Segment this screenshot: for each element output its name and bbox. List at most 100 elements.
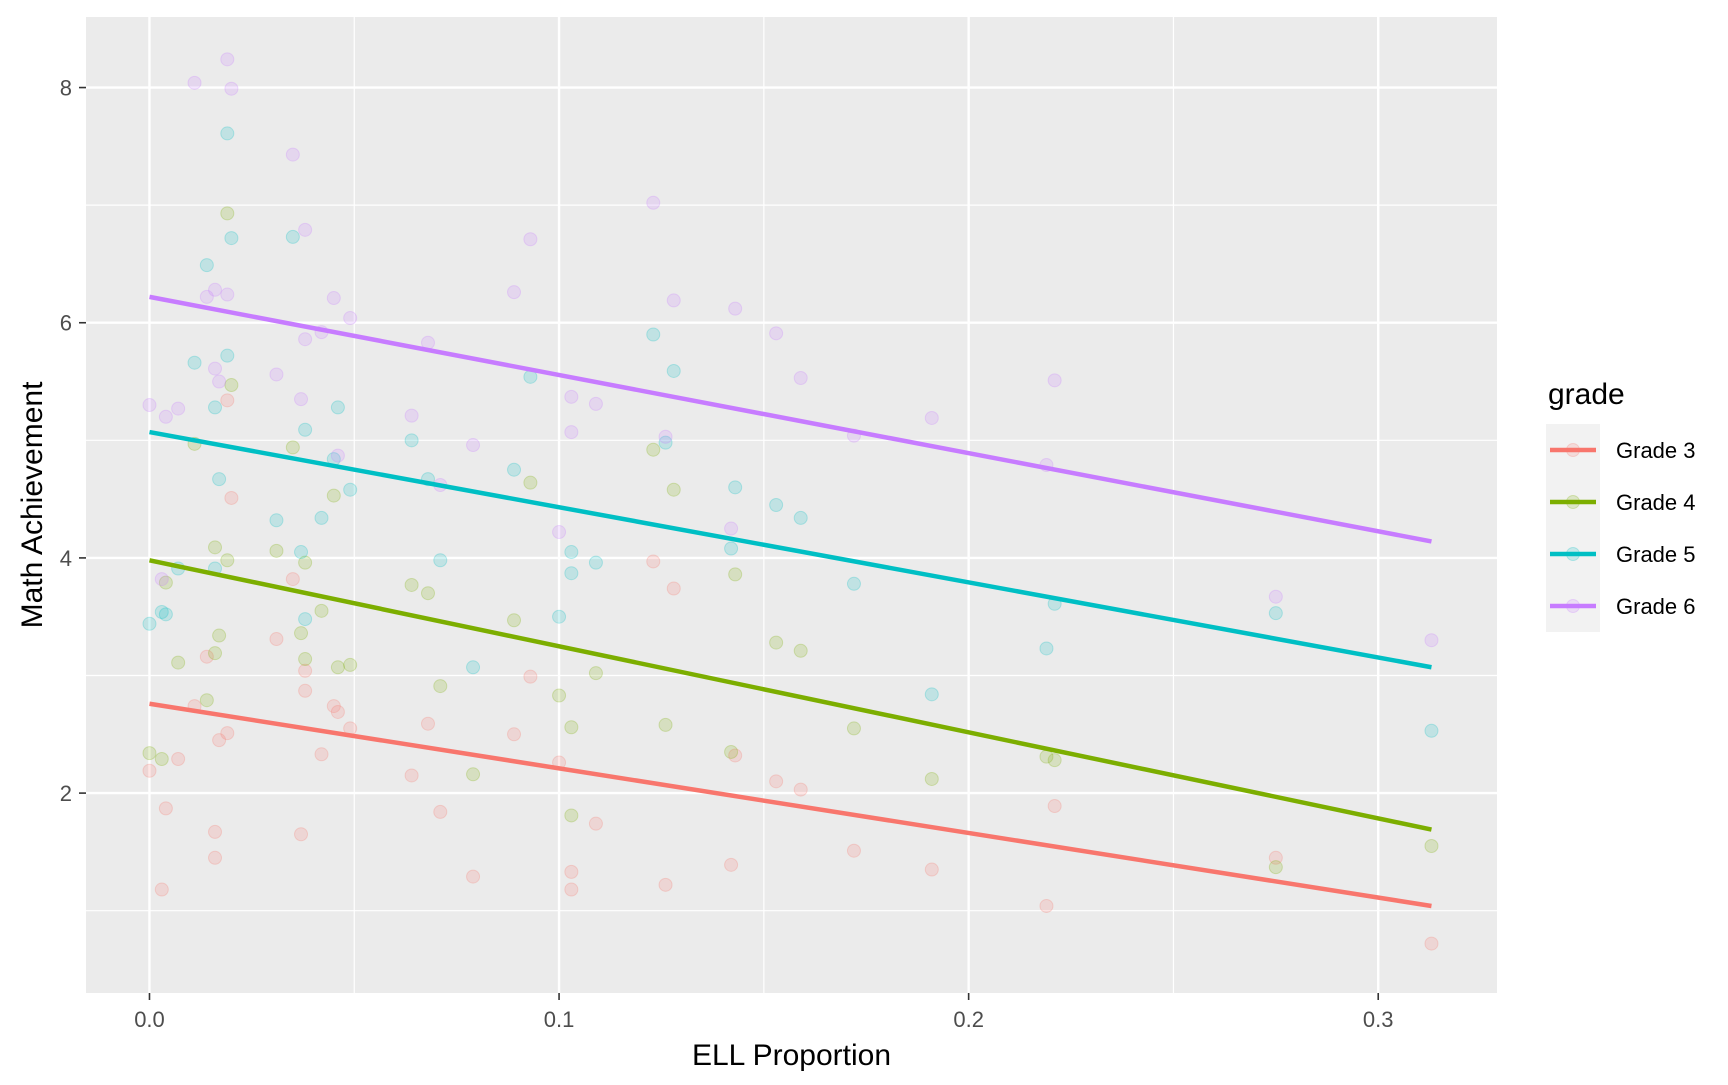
data-point: [326, 699, 341, 714]
data-point: [846, 576, 861, 591]
data-point: [224, 81, 239, 96]
data-point: [658, 877, 673, 892]
data-point: [466, 767, 481, 782]
data-point: [212, 374, 227, 389]
data-point: [466, 438, 481, 453]
data-point: [212, 733, 227, 748]
data-point: [158, 801, 173, 816]
data-point: [564, 425, 579, 440]
data-point: [924, 862, 939, 877]
fit-line: [149, 558, 1432, 832]
legend-label: Grade 6: [1616, 594, 1696, 619]
y-tick-label: 6: [60, 311, 72, 336]
data-point: [769, 326, 784, 341]
data-point: [564, 389, 579, 404]
data-point: [220, 126, 235, 141]
data-point: [142, 616, 157, 631]
y-axis-title: Math Achievement: [16, 381, 49, 628]
major-gridlines: [86, 17, 1497, 993]
data-point: [658, 435, 673, 450]
data-point: [158, 575, 173, 590]
data-point: [298, 555, 313, 570]
legend-key-background: [1546, 424, 1600, 632]
legend-label: Grade 5: [1616, 542, 1696, 567]
y-tick-label: 4: [60, 546, 72, 571]
y-tick-label: 8: [60, 76, 72, 101]
data-point: [552, 609, 567, 624]
data-point: [724, 857, 739, 872]
data-point: [724, 744, 739, 759]
data-point: [404, 433, 419, 448]
data-point: [285, 572, 300, 587]
data-point: [298, 683, 313, 698]
data-point: [314, 603, 329, 618]
x-axis: 0.0 0.1 0.2 0.3: [134, 993, 1394, 1032]
data-point: [208, 361, 223, 376]
data-point: [187, 75, 202, 90]
data-point: [330, 448, 345, 463]
data-point: [646, 442, 661, 457]
data-point: [1268, 850, 1283, 865]
data-point: [728, 480, 743, 495]
data-point: [728, 301, 743, 316]
data-point: [588, 816, 603, 831]
fit-lines: [149, 294, 1432, 909]
data-point: [285, 229, 300, 244]
data-point: [564, 864, 579, 879]
data-point: [793, 510, 808, 525]
data-point: [666, 581, 681, 596]
data-point: [793, 643, 808, 658]
data-point: [564, 720, 579, 735]
data-point: [1424, 839, 1439, 854]
data-point: [154, 882, 169, 897]
data-point: [724, 521, 739, 536]
data-point: [433, 679, 448, 694]
data-point: [298, 332, 313, 347]
data-point: [212, 472, 227, 487]
data-point: [269, 513, 284, 528]
data-point: [523, 232, 538, 247]
data-point: [343, 657, 358, 672]
x-tick-label: 0.0: [134, 1007, 165, 1032]
data-point: [404, 577, 419, 592]
data-point: [154, 605, 169, 620]
data-point: [294, 392, 309, 407]
plot-panel: [86, 17, 1497, 993]
data-point: [220, 348, 235, 363]
data-point: [314, 747, 329, 762]
data-point: [298, 422, 313, 437]
data-point: [142, 763, 157, 778]
data-point: [1424, 723, 1439, 738]
data-point: [224, 378, 239, 393]
data-point: [588, 555, 603, 570]
data-point: [326, 291, 341, 306]
data-point: [224, 231, 239, 246]
data-point: [646, 195, 661, 210]
data-point: [564, 545, 579, 560]
data-point: [1047, 753, 1062, 768]
data-point: [466, 869, 481, 884]
data-point: [199, 693, 214, 708]
y-axis: 2 4 6 8: [60, 76, 86, 806]
data-point: [158, 409, 173, 424]
data-point: [552, 525, 567, 540]
data-point: [507, 462, 522, 477]
data-point: [1268, 589, 1283, 604]
data-point: [220, 52, 235, 67]
data-point: [588, 396, 603, 411]
data-point: [523, 669, 538, 684]
data-point: [199, 289, 214, 304]
legend-label: Grade 4: [1616, 490, 1696, 515]
data-point: [208, 824, 223, 839]
fit-line: [149, 294, 1432, 544]
data-point: [404, 768, 419, 783]
data-point: [269, 632, 284, 647]
data-point: [1424, 936, 1439, 951]
data-point: [208, 282, 223, 297]
data-point: [208, 400, 223, 415]
data-point: [220, 393, 235, 408]
data-point: [646, 327, 661, 342]
data-point: [728, 567, 743, 582]
data-point: [728, 748, 743, 763]
